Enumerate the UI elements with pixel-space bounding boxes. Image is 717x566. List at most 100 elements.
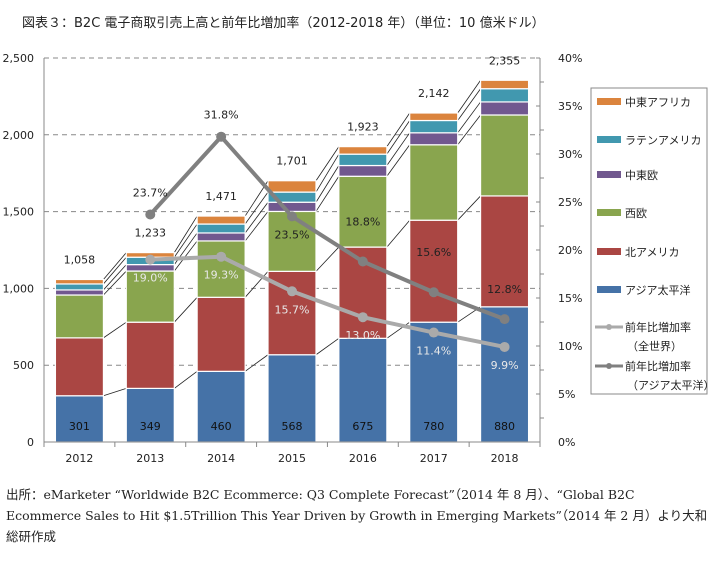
growth-point — [428, 287, 439, 298]
source-note: 出所：eMarketer “Worldwide B2C Ecommerce: Q… — [6, 487, 708, 544]
series-connector — [173, 223, 198, 258]
bar-segment — [338, 153, 388, 167]
y-tick-label: 1,000 — [3, 282, 35, 295]
legend-swatch — [597, 248, 621, 255]
series-connector — [386, 112, 411, 147]
legend-label: アジア太平洋 — [625, 283, 691, 297]
bar-segment — [409, 112, 459, 122]
y-tick-label: 2,500 — [3, 52, 35, 65]
y-tick-label: 0 — [27, 436, 34, 449]
bar-segment — [196, 223, 246, 234]
growth-point — [145, 209, 156, 220]
series-connector — [386, 120, 411, 155]
bar-segment — [196, 215, 246, 225]
series-connector — [103, 388, 127, 397]
legend-label: ラテンアメリカ — [625, 134, 701, 147]
legend-sublabel: （アジア太平洋） — [627, 378, 715, 392]
x-tick-label: 2017 — [420, 452, 448, 465]
x-tick-label: 2016 — [349, 452, 377, 465]
world-growth-label: 15.7% — [275, 303, 310, 316]
growth-point — [145, 254, 156, 265]
ap-growth-label: 31.8% — [204, 109, 239, 122]
y2-tick-label: 25% — [558, 196, 582, 209]
growth-line — [150, 254, 505, 349]
y2-tick-label: 10% — [558, 340, 582, 353]
series-connector — [457, 88, 481, 121]
series-connector — [457, 101, 481, 134]
bar-value-label: 301 — [69, 420, 90, 433]
bar-segment — [267, 180, 317, 193]
ap-growth-label: 23.5% — [275, 228, 310, 241]
y2-tick-label: 20% — [558, 244, 582, 257]
series-connector — [315, 146, 340, 181]
growth-line — [148, 134, 506, 321]
y2-tick-label: 30% — [558, 148, 582, 161]
legend-swatch — [597, 171, 621, 178]
ap-growth-label: 15.6% — [416, 246, 451, 259]
bar-segment — [479, 79, 530, 90]
world-growth-label: 19.3% — [204, 269, 239, 282]
bar-segment — [196, 296, 246, 372]
legend-swatch — [597, 286, 621, 293]
legend-label: 中東アフリカ — [625, 96, 691, 109]
bar-segment — [409, 321, 459, 443]
growth-point — [287, 211, 297, 222]
growth-point — [287, 286, 297, 297]
legend-marker — [606, 363, 612, 369]
bar-segment — [54, 278, 105, 285]
ap-growth-label: 23.7% — [133, 186, 168, 199]
series-connector — [244, 354, 269, 372]
growth-lines — [145, 131, 510, 352]
total-label: 1,058 — [64, 253, 96, 266]
ap-growth-label: 18.8% — [345, 216, 380, 229]
bar-value-label: 349 — [140, 420, 161, 433]
world-growth-label: 19.0% — [133, 272, 168, 285]
y2-tick-label: 40% — [558, 52, 582, 65]
series-connector — [103, 256, 127, 285]
bar-segment — [409, 119, 459, 134]
bar-segment — [409, 144, 459, 221]
y2-tick-label: 5% — [558, 388, 575, 401]
legend-label: 前年比増加率 — [625, 359, 691, 373]
bar-segment — [196, 370, 246, 443]
bar-segment — [54, 395, 105, 443]
y-tick-label: 500 — [13, 359, 34, 372]
bar-segment — [338, 164, 388, 177]
series-connector — [386, 144, 411, 177]
growth-point — [428, 327, 439, 338]
y-tick-label: 2,000 — [3, 129, 35, 142]
bar-value-label: 460 — [211, 420, 232, 433]
total-label: 2,355 — [489, 54, 521, 67]
chart-svg: 0 500 1,000 1,500 2,000 2,500 0% 5% 10% 15% 20% 25%… — [3, 52, 715, 465]
legend-marker — [606, 324, 612, 330]
bar-segment — [196, 240, 246, 298]
series-connector — [315, 153, 340, 193]
growth-point — [357, 256, 368, 267]
bar-segment — [267, 354, 317, 443]
series-connector — [103, 264, 127, 291]
bar-segment — [54, 337, 105, 397]
y2-tick-label: 0% — [558, 436, 575, 449]
series-connector — [244, 191, 269, 225]
series-connector — [174, 371, 198, 389]
bar-segment — [479, 88, 530, 103]
growth-point — [357, 312, 368, 323]
world-growth-label: 9.9% — [491, 359, 519, 372]
growth-point — [499, 314, 510, 325]
bar-segment — [338, 337, 388, 443]
y2-tick-label: 35% — [558, 100, 582, 113]
total-label: 1,701 — [276, 155, 308, 168]
bar-segment — [125, 270, 175, 323]
bar-segment — [54, 283, 105, 291]
bar-segment — [196, 232, 246, 242]
growth-point — [216, 251, 227, 262]
series-connector — [315, 337, 340, 356]
world-growth-label: 13.0% — [345, 329, 380, 342]
y2-tick-label: 15% — [558, 292, 582, 305]
series-connector — [173, 297, 198, 323]
total-label: 1,233 — [135, 227, 167, 240]
bar-value-label: 675 — [352, 420, 373, 433]
series-connector — [315, 176, 340, 212]
bar-segment — [125, 387, 175, 443]
